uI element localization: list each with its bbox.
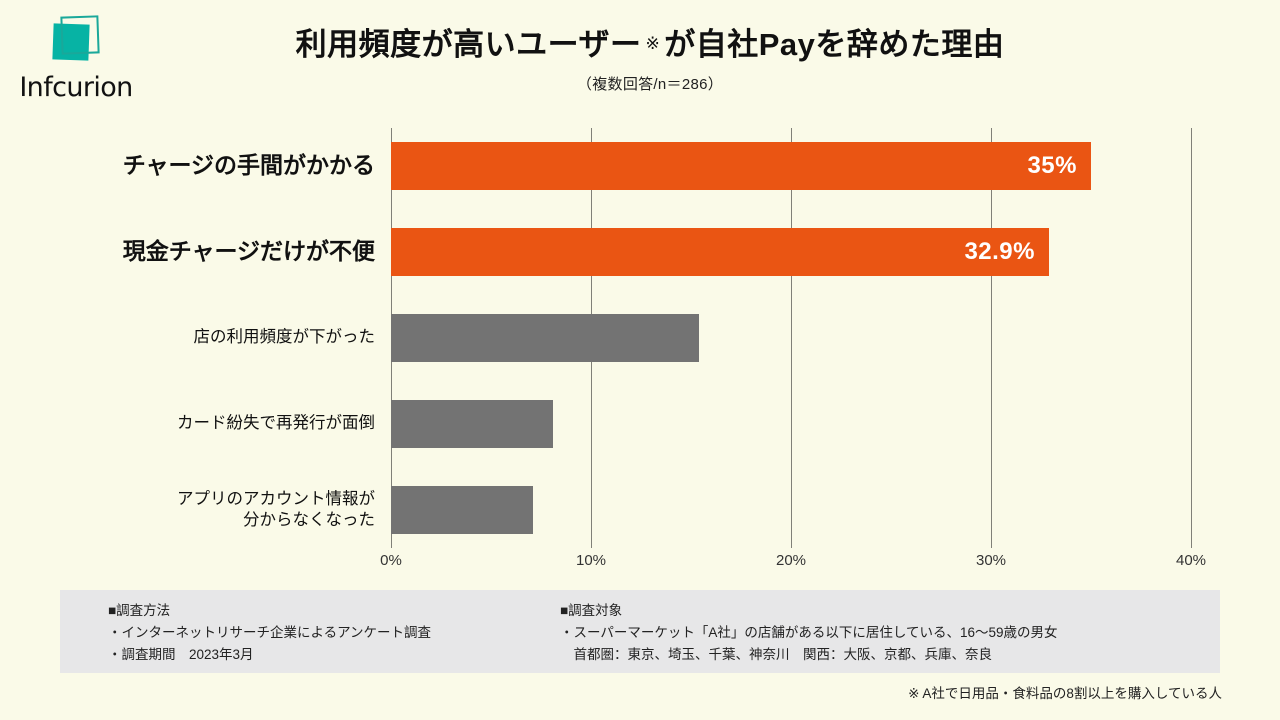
gridline	[991, 128, 992, 548]
survey-target-heading: ■調査対象	[560, 603, 623, 618]
category-label-text: アプリのアカウント情報が 分からなくなった	[177, 489, 375, 529]
x-tick-label: 20%	[775, 552, 807, 569]
bar[interactable]	[391, 400, 553, 448]
category-label: 現金チャージだけが不便	[40, 228, 375, 276]
survey-method-line: ・調査期間 2023年3月	[108, 646, 254, 662]
gridline	[1191, 128, 1192, 548]
category-label: チャージの手間がかかる	[40, 142, 375, 190]
survey-info-box: ■調査方法 ・インターネットリサーチ企業によるアンケート調査 ・調査期間 202…	[60, 590, 1220, 673]
bar-value-label: 35%	[1027, 152, 1077, 179]
survey-method-line: ・インターネットリサーチ企業によるアンケート調査	[108, 624, 432, 640]
bar[interactable]	[391, 486, 533, 534]
page-title-footnote-marker: ※	[645, 34, 661, 53]
bar-row	[391, 400, 1191, 448]
footnote: ※ A社で日用品・食料品の8割以上を購入している人	[908, 686, 1222, 701]
bar-chart: 35% 32.9% チャージの手間がかかる 現金チャージだけが不便店の利用頻度が下が…	[0, 126, 1280, 576]
category-label-text: 店の利用頻度が下がった	[193, 328, 376, 347]
brand-logo: Infcurion	[16, 14, 136, 106]
page-title: 利用頻度が高いユーザー ※ が自社Payを辞めた理由	[180, 26, 1120, 65]
title-block: 利用頻度が高いユーザー ※ が自社Payを辞めた理由 （複数回答/n＝286）	[180, 26, 1120, 94]
bar[interactable]	[391, 314, 699, 362]
gridline	[791, 128, 792, 548]
survey-target-column: ■調査対象 ・スーパーマーケット「A社」の店舗がある以下に居住している、16〜5…	[560, 600, 1058, 666]
x-tick-label: 10%	[575, 552, 607, 569]
category-label: カード紛失で再発行が面倒	[40, 400, 375, 448]
category-label-text: チャージの手間がかかる	[122, 152, 375, 179]
x-axis: 0% 10% 20% 30% 40%	[380, 552, 1206, 576]
logo-mark-icon	[45, 14, 107, 70]
survey-method-heading: ■調査方法	[108, 603, 171, 618]
category-label-text: カード紛失で再発行が面倒	[177, 414, 375, 433]
brand-name: Infcurion	[19, 72, 133, 103]
category-label: 店の利用頻度が下がった	[40, 314, 376, 362]
category-label-text: 現金チャージだけが不便	[122, 238, 375, 265]
page-title-part2: が自社Payを辞めた理由	[664, 27, 1005, 62]
logo-square-outline	[60, 15, 100, 55]
survey-target-line: 首都圏：東京、埼玉、千葉、神奈川 関西：大阪、京都、兵庫、奈良	[560, 646, 992, 662]
bar-row: 35%	[391, 142, 1191, 190]
bar[interactable]: 32.9%	[391, 228, 1049, 276]
bar-row: 32.9%	[391, 228, 1191, 276]
category-label: アプリのアカウント情報が 分からなくなった	[40, 486, 375, 534]
chart-subtitle: （複数回答/n＝286）	[576, 75, 724, 93]
x-tick-label: 0%	[380, 552, 402, 569]
x-tick-label: 40%	[1175, 552, 1207, 569]
survey-target-line: ・スーパーマーケット「A社」の店舗がある以下に居住している、16〜59歳の男女	[560, 624, 1058, 640]
bar-value-label: 32.9%	[964, 238, 1035, 265]
page-title-part1: 利用頻度が高いユーザー	[295, 27, 642, 62]
x-tick-label: 30%	[975, 552, 1007, 569]
bar[interactable]: 35%	[391, 142, 1091, 190]
bar-row	[391, 314, 1191, 362]
bar-row	[391, 486, 1191, 534]
plot-area: 35% 32.9%	[391, 128, 1192, 548]
survey-method-column: ■調査方法 ・インターネットリサーチ企業によるアンケート調査 ・調査期間 202…	[108, 600, 431, 666]
